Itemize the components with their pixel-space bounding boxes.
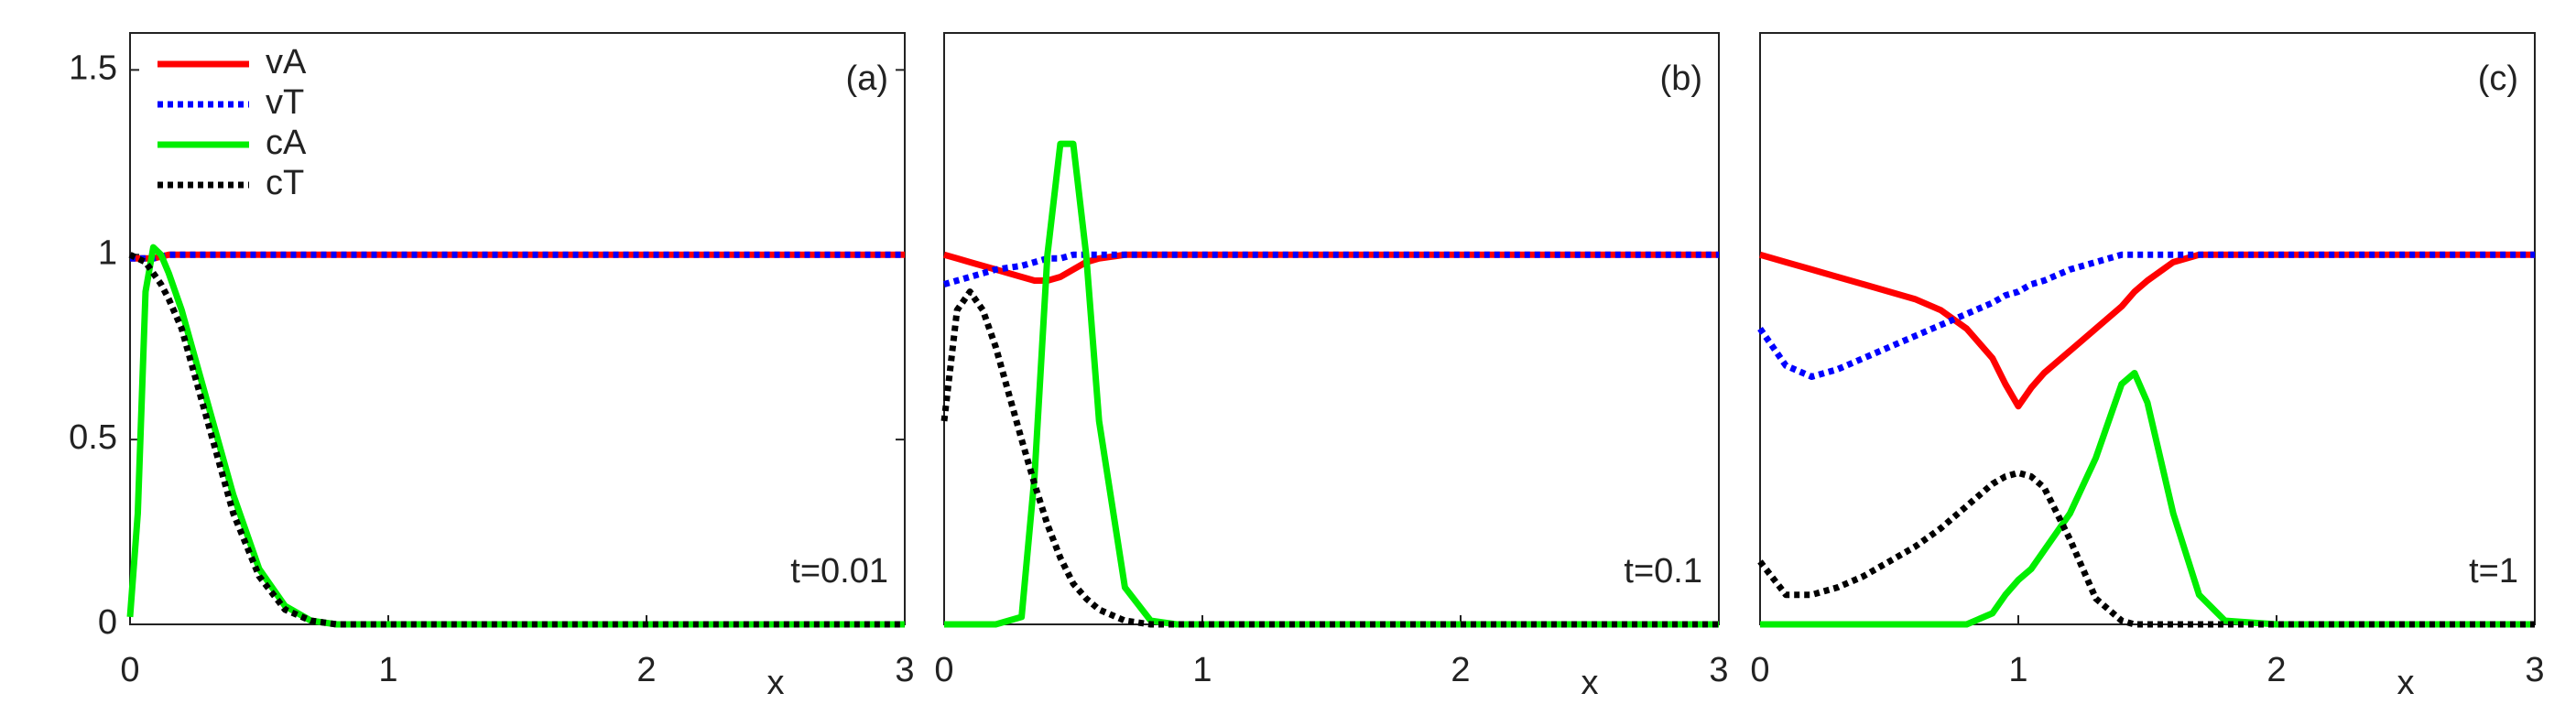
plot-frame <box>943 32 1720 625</box>
time-label: t=0.01 <box>790 552 888 590</box>
data-line <box>1759 251 2535 410</box>
x-tick-label: 0 <box>120 651 139 689</box>
data-line <box>1760 369 2535 628</box>
data-line <box>944 140 1719 628</box>
x-tick-label: 3 <box>895 651 914 689</box>
y-tick-label: 0 <box>98 603 117 642</box>
y-tick-label: 1.5 <box>69 49 117 87</box>
x-tick-label: 2 <box>1451 651 1470 689</box>
x-axis-label: x <box>767 664 785 702</box>
data-line <box>126 244 905 628</box>
y-tick-label: 1 <box>98 233 117 272</box>
data-line <box>943 251 1719 287</box>
x-tick-label: 3 <box>1709 651 1728 689</box>
x-tick-label: 3 <box>2525 651 2544 689</box>
x-tick-label: 1 <box>378 651 397 689</box>
x-tick-label: 2 <box>2266 651 2286 689</box>
legend-label: cT <box>266 164 304 202</box>
panel-label: (a) <box>846 60 888 98</box>
x-tick-label: 1 <box>1192 651 1212 689</box>
data-line <box>940 288 1719 628</box>
legend-label: vA <box>266 43 307 81</box>
data-line <box>1757 251 2535 380</box>
x-tick-label: 1 <box>2008 651 2027 689</box>
data-line <box>1757 469 2535 628</box>
time-label: t=0.1 <box>1624 552 1702 590</box>
x-tick-label: 0 <box>934 651 953 689</box>
x-tick-label: 0 <box>1750 651 1769 689</box>
y-tick-label: 0.5 <box>69 418 117 457</box>
legend-label: cA <box>266 124 307 162</box>
legend-label: vT <box>266 83 304 122</box>
plot-frame <box>1759 32 2536 625</box>
panel-label: (c) <box>2478 60 2518 98</box>
x-axis-label: x <box>2397 664 2415 702</box>
data-line <box>943 251 1719 285</box>
panel-label: (b) <box>1660 60 1702 98</box>
x-axis-label: x <box>1581 664 1599 702</box>
time-label: t=1 <box>2469 552 2518 590</box>
data-line <box>128 252 905 628</box>
x-tick-label: 2 <box>636 651 656 689</box>
